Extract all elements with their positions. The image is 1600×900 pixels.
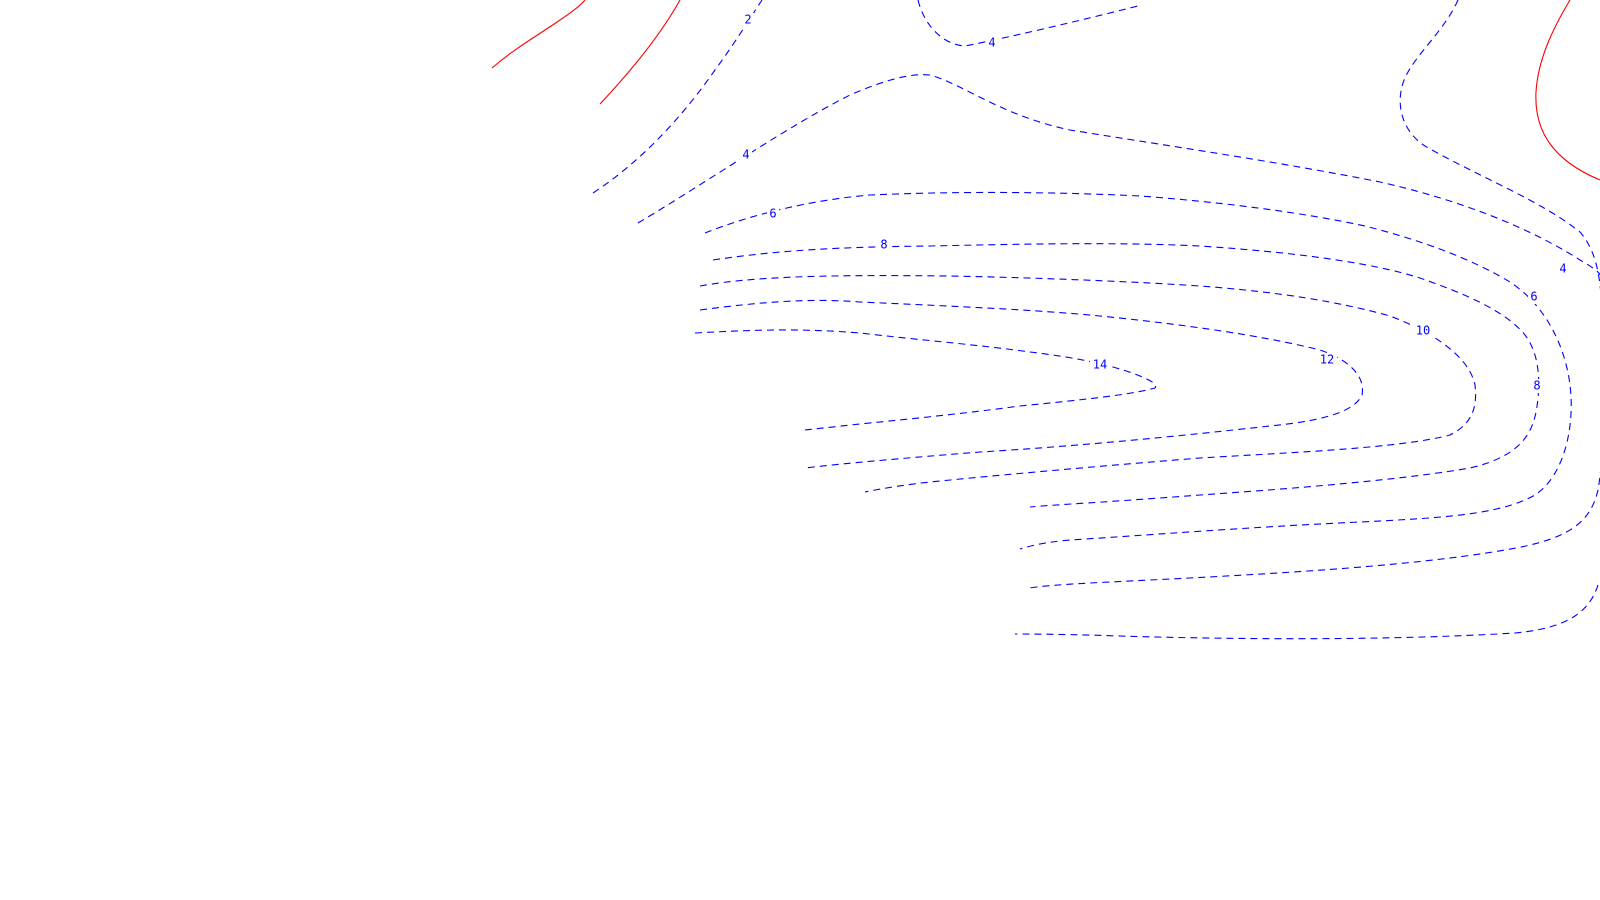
contour-label-4: 4	[1559, 262, 1566, 276]
contour-label-2: 2	[744, 13, 751, 27]
contour-line-neg-4-top	[917, 0, 1143, 47]
contour-line-neg-4-right	[1029, 0, 1600, 589]
contour-line-pos-a	[491, 0, 586, 69]
contour-labels: 2 4 4 4 6 6 8 8 10 12 14	[740, 13, 1569, 393]
contour-label-6: 6	[1530, 290, 1537, 304]
contour-label-bg	[986, 36, 998, 50]
contour-label-bg	[1090, 358, 1110, 372]
contour-label-bg	[1557, 262, 1569, 276]
contour-label-bg	[767, 207, 779, 221]
contour-label-8: 8	[1533, 379, 1540, 393]
contour-label-bg	[740, 148, 752, 162]
contour-label-bg	[1317, 353, 1337, 367]
contour-line-neg-6-right	[1014, 584, 1599, 640]
contour-line-neg-2	[592, 0, 763, 194]
contour-line-neg-12	[694, 329, 1157, 431]
contour-label-12: 12	[1320, 353, 1334, 367]
contour-line-pos-c	[1535, 0, 1600, 181]
contour-label-10: 10	[1416, 324, 1430, 338]
contour-label-bg	[1531, 379, 1543, 393]
contour-line-pos-b	[599, 0, 681, 105]
contour-line-neg-8-left	[712, 243, 1540, 508]
contour-label-bg	[742, 13, 754, 27]
contour-label-bg	[1413, 324, 1433, 338]
contour-line-neg-10	[699, 299, 1364, 469]
contour-label-bg	[878, 238, 890, 252]
contour-line-neg-4-left	[637, 74, 1600, 276]
contour-label-bg	[1528, 290, 1540, 304]
contour-label-4: 4	[988, 36, 995, 50]
contour-label-4: 4	[742, 148, 749, 162]
contour-label-6: 6	[769, 207, 776, 221]
contour-label-8: 8	[880, 238, 887, 252]
contour-line-neg-6-left	[704, 191, 1572, 550]
contour-line-neg-8-right	[699, 275, 1477, 493]
contour-label-14: 14	[1093, 358, 1107, 372]
contour-lines	[491, 0, 1600, 640]
